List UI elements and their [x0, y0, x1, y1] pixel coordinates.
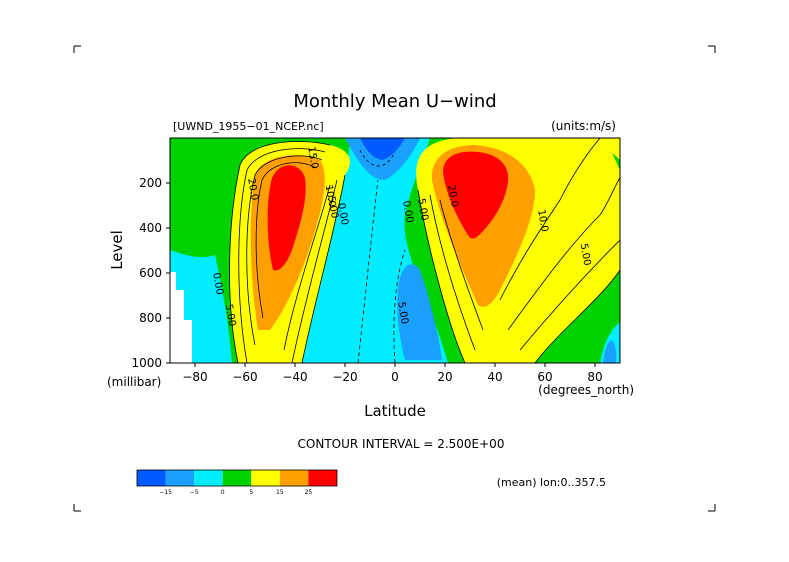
colorbar-swatch	[194, 470, 223, 486]
colorbar-swatch	[279, 470, 309, 486]
x-tick-label: −80	[182, 370, 207, 384]
x-axis-unit: (degrees_north)	[538, 383, 634, 397]
sh-missing-data-2	[176, 290, 184, 363]
x-axis-label: Latitude	[364, 402, 426, 420]
contour-label: 0.00	[335, 202, 350, 226]
units-label: (units:m/s)	[551, 119, 616, 133]
x-tick-label: 40	[487, 370, 502, 384]
contour-label: 10.0	[535, 209, 550, 233]
nh-contour-line-1	[417, 189, 466, 363]
contour-label: 0.00	[210, 272, 225, 296]
contour-label: 5.00	[578, 243, 593, 267]
colorbar-swatch	[137, 470, 166, 486]
colorbar-swatch	[222, 470, 252, 486]
y-tick-label: 800	[139, 311, 162, 325]
nh-contour-line-6	[507, 177, 620, 331]
sh-jet-core	[267, 165, 306, 271]
nh-contour-line-5	[519, 239, 620, 351]
nh-upper-yellow	[590, 138, 620, 160]
easterly-dashed-line-2	[359, 149, 396, 167]
x-tick-label: −20	[332, 370, 357, 384]
sh-missing-data-3	[184, 320, 192, 363]
crop-marks	[73, 45, 716, 512]
colorbar: −15 −5 0 5 15 25	[136, 469, 338, 496]
colorbar-frame	[136, 469, 338, 487]
easterly-upper-core	[360, 138, 405, 160]
nh-contour-line-3	[439, 199, 484, 331]
y-tick-label: 600	[139, 266, 162, 280]
nh-contour-line-4	[534, 269, 620, 363]
sh-contour-line-3	[246, 155, 323, 346]
sh-contour-line-1	[229, 141, 331, 363]
nh-contour-line-2	[429, 194, 476, 351]
x-tick-label: 0	[391, 370, 399, 384]
contour-label: 5.00	[325, 195, 340, 219]
x-tick-label: 60	[537, 370, 552, 384]
sh-contour-line-2	[238, 148, 326, 363]
colorbar-level-label: −15	[159, 489, 172, 496]
contour-label: 5.00	[223, 303, 238, 327]
y-axis-unit: (millibar)	[107, 375, 161, 389]
y-axis: 200 400 600 800 1000	[131, 176, 170, 370]
x-tick-label: −40	[282, 370, 307, 384]
y-tick-label: 1000	[131, 356, 162, 370]
colorbar-swatch	[308, 470, 337, 486]
sh-contour-line-4	[255, 162, 317, 319]
nh-highlat-easterly-core	[603, 340, 617, 363]
colorbar-swatch	[165, 470, 195, 486]
colorbar-level-label: 15	[276, 489, 284, 496]
contour-label: 20.0	[245, 177, 260, 201]
x-tick-label: −60	[232, 370, 257, 384]
colorbar-level-label: −5	[190, 489, 199, 496]
y-tick-label: 200	[139, 176, 162, 190]
file-label: [UWND_1955−01_NCEP.nc]	[173, 120, 324, 133]
contour-label: 5.00	[415, 198, 430, 222]
easterly-core-lower	[397, 264, 442, 360]
contour-label: 15.0	[305, 146, 320, 170]
contour-interval-text: CONTOUR INTERVAL = 2.500E+00	[298, 437, 505, 451]
x-axis: −80 −60 −40 −20 0 20 40 60 80	[182, 363, 603, 384]
mean-note: (mean) lon:0..357.5	[497, 476, 606, 489]
x-tick-label: 20	[437, 370, 452, 384]
contour-label: 20.0	[445, 184, 460, 208]
colorbar-level-label: 5	[249, 489, 253, 496]
easterly-zero-line	[357, 179, 379, 363]
sh-contour-line-5	[301, 174, 346, 363]
contour-label: 0.00	[400, 200, 415, 224]
nh-jet-core	[443, 151, 509, 239]
contour-label: 5.00	[395, 301, 410, 325]
y-axis-label: Level	[108, 230, 126, 270]
chart-title: Monthly Mean U−wind	[293, 91, 496, 112]
x-tick-label: 80	[587, 370, 602, 384]
sh-missing-data-1	[170, 272, 176, 363]
colorbar-swatch	[251, 470, 280, 486]
colorbar-level-label: 25	[305, 489, 313, 496]
nh-contour-line-7	[499, 138, 601, 301]
contour-lines	[229, 138, 620, 363]
colorbar-level-label: 0	[221, 489, 225, 496]
y-tick-label: 400	[139, 221, 162, 235]
sh-contour-line-6	[291, 179, 338, 363]
contour-label: 10.0	[323, 184, 338, 208]
sh-contour-line-7	[283, 184, 331, 351]
